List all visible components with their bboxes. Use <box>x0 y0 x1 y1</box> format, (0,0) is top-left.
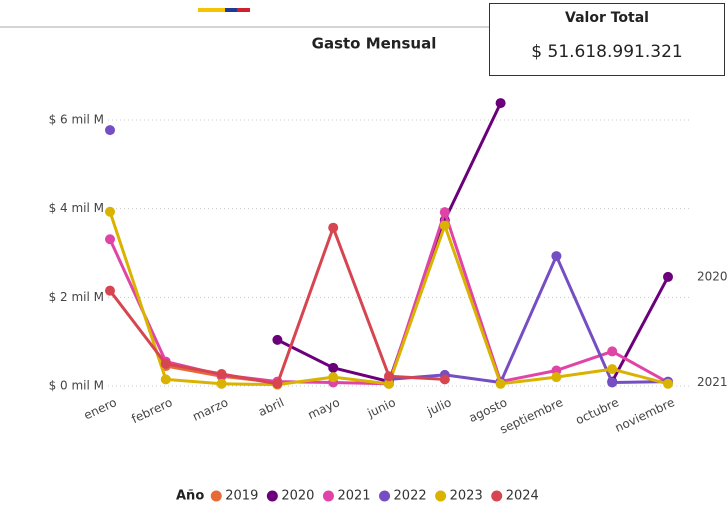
legend-marker <box>379 490 391 502</box>
point <box>160 374 171 385</box>
legend-label: 2022 <box>394 489 427 504</box>
end-label: 2020 <box>697 269 727 283</box>
legend-label: 2020 <box>281 489 314 504</box>
legend-label: 2019 <box>225 489 258 504</box>
legend-marker <box>435 490 447 502</box>
flag-blue <box>225 8 237 12</box>
legend-label: 2021 <box>337 489 370 504</box>
card-title: Valor Total <box>565 10 649 26</box>
point <box>384 371 394 382</box>
point <box>328 362 339 373</box>
point <box>439 207 450 218</box>
point <box>272 378 283 389</box>
point <box>495 98 506 109</box>
legend-marker <box>266 490 278 502</box>
flag-red <box>237 8 250 12</box>
legend-marker <box>491 490 503 502</box>
point <box>216 378 227 389</box>
point <box>607 364 618 375</box>
point <box>105 285 115 296</box>
point <box>495 378 506 389</box>
point <box>328 222 339 233</box>
legend-marker <box>322 490 334 502</box>
point <box>663 378 673 389</box>
legend-label: 2024 <box>506 489 539 504</box>
card-value: $ 51.618.991.321 <box>531 42 682 62</box>
y-tick-label: $ 2 mil M <box>49 290 104 304</box>
point <box>328 372 339 383</box>
point <box>272 334 283 345</box>
point <box>663 271 673 282</box>
point <box>439 220 450 231</box>
y-tick-label: $ 0 mil M <box>49 379 104 393</box>
series-line <box>610 276 670 383</box>
y-tick-label: $ 6 mil M <box>49 112 104 126</box>
point <box>384 378 394 389</box>
point <box>551 251 562 262</box>
card <box>489 3 725 76</box>
point <box>439 374 450 385</box>
legend-label: 2023 <box>450 489 483 504</box>
series-line <box>388 254 669 384</box>
point <box>607 377 618 388</box>
end-label: 2021 <box>697 375 727 389</box>
legend-marker <box>210 490 222 502</box>
y-tick-label: $ 4 mil M <box>49 201 104 215</box>
point <box>216 369 227 380</box>
legend-title: Año <box>176 489 204 504</box>
point <box>551 372 562 383</box>
flag-yellow <box>198 8 225 12</box>
chart-title: Gasto Mensual <box>312 35 437 53</box>
point <box>105 206 115 217</box>
point <box>105 234 115 245</box>
point <box>160 358 171 369</box>
point <box>607 346 618 357</box>
point <box>105 125 115 136</box>
